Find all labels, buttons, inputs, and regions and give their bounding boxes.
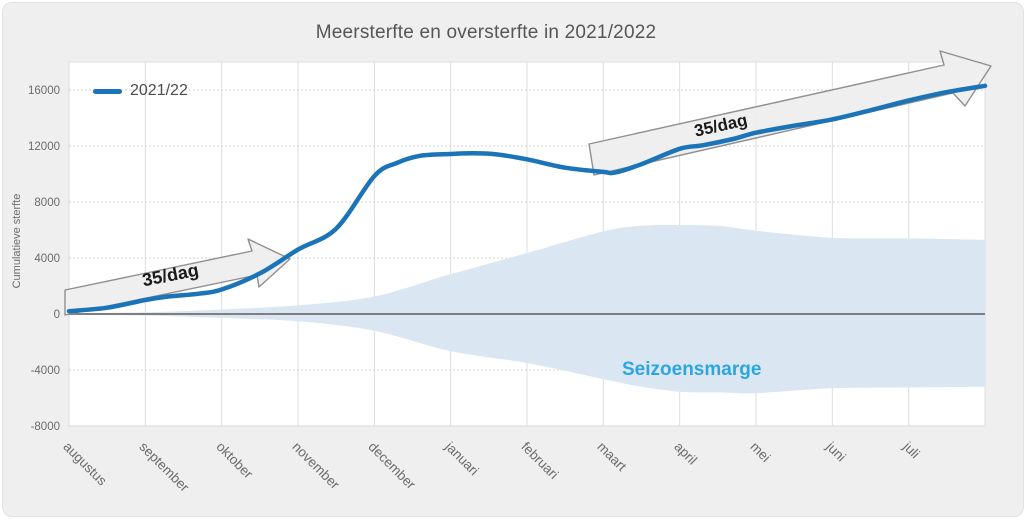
- legend-line-swatch: [93, 88, 122, 94]
- y-tick-label: 12000: [28, 141, 60, 153]
- y-tick-label: -4000: [30, 365, 60, 377]
- chart-canvas: [64, 50, 992, 427]
- y-tick-label: 16000: [28, 85, 60, 97]
- series-line-2021-22: [66, 83, 988, 314]
- seasonal-band: [69, 225, 985, 394]
- y-tick-label: 0: [53, 309, 60, 321]
- legend: 2021/22: [93, 82, 188, 100]
- band-label: Seizoensmarge: [622, 359, 762, 380]
- chart-title: Meersterfte en oversterfte in 2021/2022: [315, 22, 657, 43]
- y-tick-label: 8000: [34, 197, 60, 209]
- y-tick-label: 4000: [34, 253, 60, 265]
- legend-label: 2021/22: [130, 82, 188, 99]
- y-tick-label: -8000: [30, 421, 60, 433]
